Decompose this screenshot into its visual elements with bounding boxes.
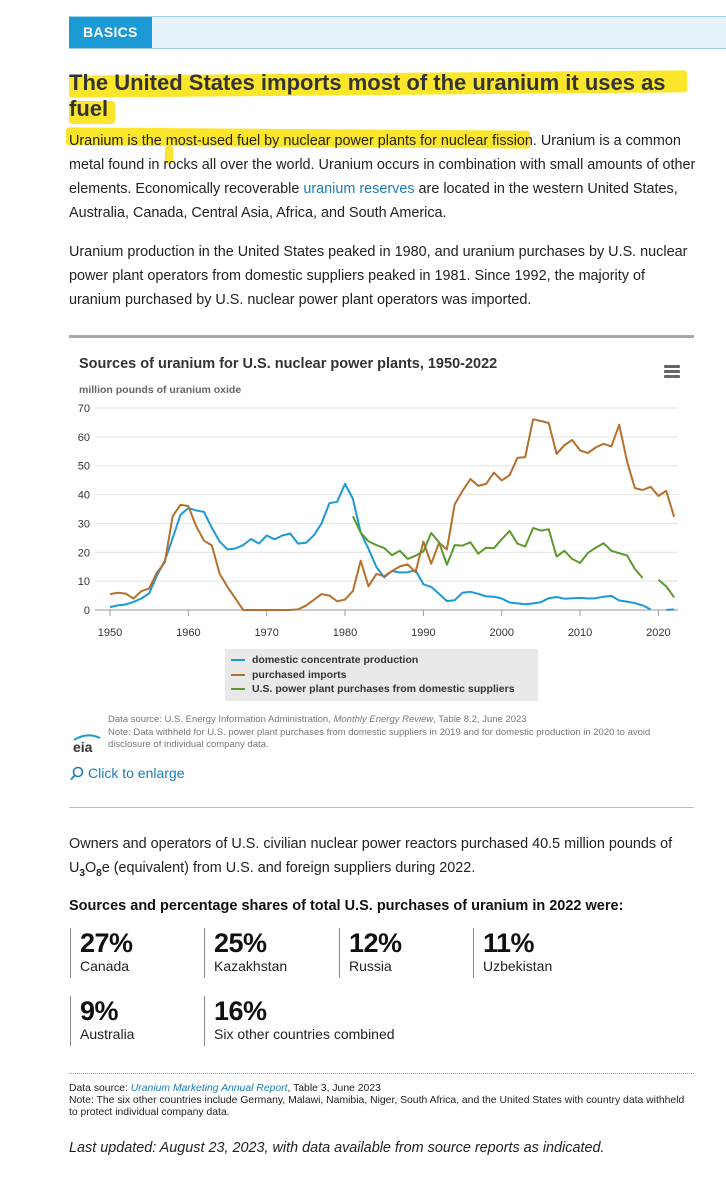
intro-paragraph-2: Uranium production in the United States … xyxy=(69,244,688,308)
share-percent: 12% xyxy=(349,928,402,958)
x-tick-label: 1960 xyxy=(176,627,200,639)
chart-menu-icon[interactable] xyxy=(664,365,680,378)
legend-swatch-blue xyxy=(231,659,245,662)
y-tick-label: 40 xyxy=(78,490,90,502)
share-country: Uzbekistan xyxy=(483,958,553,974)
legend-label: U.S. power plant purchases from domestic… xyxy=(252,683,515,696)
line-chart: 0 10 20 30 40 50 60 70 1950 1960 1970 1980 1990 2000 2… xyxy=(78,403,678,639)
share-percent: 16% xyxy=(214,996,267,1026)
legend-label: domestic concentrate production xyxy=(252,654,419,667)
intro-text-1b: are located in the western United States… xyxy=(69,181,678,221)
purchases-text-2: (equivalent) from U.S. and foreign suppl… xyxy=(109,860,476,876)
y-tick-label: 60 xyxy=(78,432,90,444)
legend-item-purchased-imports[interactable]: purchased imports xyxy=(231,668,538,683)
legend-label: purchased imports xyxy=(252,668,347,681)
share-country: Six other countries combined xyxy=(214,1026,395,1042)
share-percent: 25% xyxy=(214,928,267,958)
y-tick-label: 0 xyxy=(84,605,90,617)
x-tick-label: 2010 xyxy=(568,627,592,639)
uranium-reserves-link[interactable]: uranium reserves xyxy=(303,181,415,197)
basics-tag: BASICS xyxy=(69,17,152,48)
u3o8e-formula: U3O8e xyxy=(69,860,110,879)
y-tick-label: 30 xyxy=(78,518,90,530)
y-tick-label: 10 xyxy=(78,576,90,588)
last-updated: Last updated: August 23, 2023, with data… xyxy=(69,1140,605,1156)
chart-note: Note: Data withheld for U.S. power plant… xyxy=(108,727,651,750)
purchases-paragraph: Owners and operators of U.S. civilian nu… xyxy=(69,832,699,886)
intro-text-1a: Uranium is the most-used fuel by nuclear… xyxy=(69,133,696,197)
enlarge-label: Click to enlarge xyxy=(88,765,185,781)
section-banner: BASICS xyxy=(69,16,726,49)
chart-source-suffix: , Table 8.2, June 2023 xyxy=(433,714,527,725)
x-tick-label: 1990 xyxy=(411,627,435,639)
shares-title: Sources and percentage shares of total U… xyxy=(69,898,624,914)
magnifier-icon xyxy=(70,766,84,780)
x-tick-label: 1970 xyxy=(254,627,278,639)
y-tick-label: 70 xyxy=(78,403,90,415)
highlight-mark-heading-2 xyxy=(69,101,115,124)
chart-top-border xyxy=(69,335,694,338)
chart-source: Data source: U.S. Energy Information Adm… xyxy=(108,714,678,726)
chart-title: Sources of uranium for U.S. nuclear powe… xyxy=(79,356,498,372)
series-line-1 xyxy=(109,418,676,611)
chart-source-title: Monthly Energy Review xyxy=(333,714,434,725)
y-tick-label: 20 xyxy=(78,547,90,559)
x-tick-label: 1950 xyxy=(98,627,122,639)
share-country: Canada xyxy=(80,958,130,974)
footer-note: Note: The six other countries include Ge… xyxy=(69,1095,685,1118)
y-tick-label: 50 xyxy=(78,461,90,473)
chart-y-axis-label: million pounds of uranium oxide xyxy=(79,384,242,396)
share-percent: 11% xyxy=(483,928,535,958)
footer-divider xyxy=(69,1073,694,1074)
uranium-marketing-report-link[interactable]: Uranium Marketing Annual Report xyxy=(130,1083,288,1094)
footer-source-line: Data source: Uranium Marketing Annual Re… xyxy=(69,1083,381,1094)
share-percent: 27% xyxy=(80,928,133,958)
share-country: Australia xyxy=(80,1026,135,1042)
chart-legend: domestic concentrate production purchase… xyxy=(225,649,538,701)
x-tick-label: 2020 xyxy=(646,627,670,639)
purchases-text-1: Owners and operators of U.S. civilian nu… xyxy=(69,836,673,852)
legend-item-domestic-purchases[interactable]: U.S. power plant purchases from domestic… xyxy=(231,682,538,697)
share-percent: 9% xyxy=(80,996,119,1026)
share-item-canada: 27% Canada xyxy=(70,928,133,978)
chart-source-prefix: Data source: U.S. Energy Information Adm… xyxy=(108,714,334,725)
share-item-uzbekistan: 11% Uzbekistan xyxy=(473,928,552,978)
divider xyxy=(69,807,694,808)
footer-source: Data source: Uranium Marketing Annual Re… xyxy=(69,1083,689,1119)
legend-swatch-brown xyxy=(231,673,245,676)
x-tick-label: 1980 xyxy=(333,627,357,639)
legend-swatch-green xyxy=(231,688,245,691)
series-line-0 xyxy=(109,482,675,611)
legend-item-domestic-production[interactable]: domestic concentrate production xyxy=(231,653,538,668)
click-to-enlarge-link[interactable]: Click to enlarge xyxy=(70,765,185,781)
share-item-russia: 12% Russia xyxy=(339,928,402,978)
series-line-2 xyxy=(351,515,675,598)
share-item-kazakhstan: 25% Kazakhstan xyxy=(204,928,287,978)
share-item-australia: 9% Australia xyxy=(70,996,134,1046)
eia-logo-text: eia xyxy=(73,739,93,755)
highlight-mark-tail xyxy=(165,146,173,164)
page-title: The United States imports most of the ur… xyxy=(69,70,666,121)
share-country: Russia xyxy=(349,958,392,974)
intro-paragraph-1: Uranium is the most-used fuel by nuclear… xyxy=(69,129,699,225)
x-tick-label: 2000 xyxy=(489,627,513,639)
share-country: Kazakhstan xyxy=(214,958,288,974)
eia-logo-icon: eia xyxy=(73,734,101,755)
share-item-others: 16% Six other countries combined xyxy=(204,996,395,1046)
